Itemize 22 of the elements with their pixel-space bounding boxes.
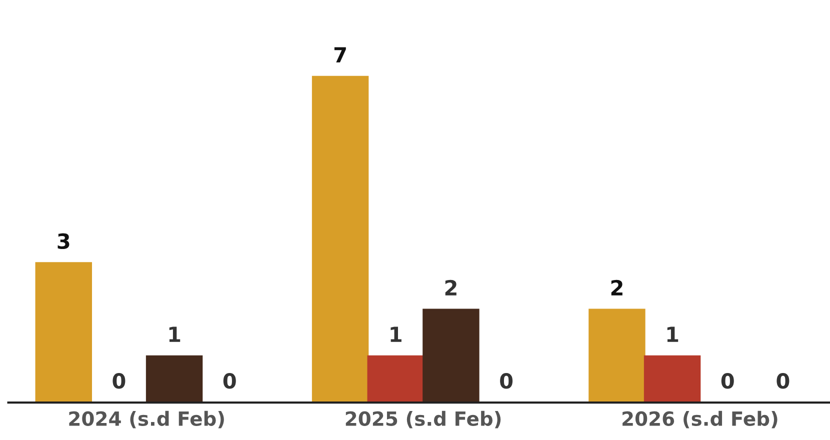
- bar: [644, 355, 701, 403]
- data-label: 0: [223, 373, 236, 389]
- x-tick-label: 2026 (s.d Feb): [622, 410, 778, 428]
- data-label: 0: [112, 373, 126, 389]
- x-tick-label: 2025 (s.d Feb): [346, 410, 501, 428]
- bar: [588, 308, 646, 403]
- bar: [146, 355, 203, 403]
- data-label: 7: [334, 47, 346, 62]
- data-label: 0: [500, 373, 513, 389]
- bar: [367, 355, 424, 403]
- bar: [422, 308, 480, 403]
- data-label: 0: [721, 373, 734, 389]
- data-label: 0: [776, 373, 790, 389]
- data-label: 1: [667, 326, 678, 342]
- data-label: 1: [169, 326, 180, 342]
- data-label: 2: [445, 280, 456, 296]
- x-tick-label: 2024 (s.d Feb): [69, 410, 224, 428]
- data-label: 2: [611, 280, 622, 296]
- data-label: 3: [58, 233, 70, 250]
- data-label: 1: [390, 326, 402, 342]
- bar: [35, 262, 92, 403]
- bar: [312, 76, 369, 403]
